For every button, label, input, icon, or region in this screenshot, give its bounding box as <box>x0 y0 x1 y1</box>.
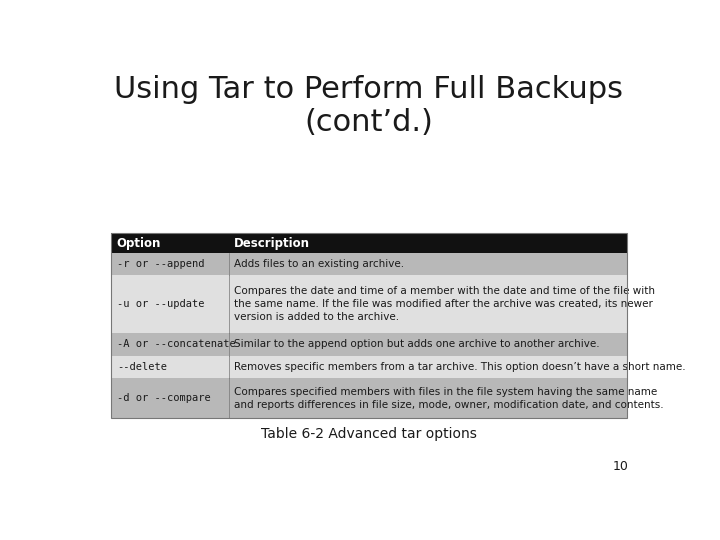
FancyBboxPatch shape <box>111 356 627 378</box>
Text: Adds files to an existing archive.: Adds files to an existing archive. <box>234 259 405 269</box>
Text: -A or --concatenate: -A or --concatenate <box>117 340 235 349</box>
Text: Table 6-2 Advanced tar options: Table 6-2 Advanced tar options <box>261 427 477 441</box>
Text: --delete: --delete <box>117 362 167 372</box>
Text: 10: 10 <box>613 460 629 473</box>
Text: Option: Option <box>117 237 161 249</box>
Text: Compares specified members with files in the file system having the same name
an: Compares specified members with files in… <box>234 387 664 410</box>
Text: Description: Description <box>234 237 310 249</box>
FancyBboxPatch shape <box>111 253 627 275</box>
Text: Using Tar to Perform Full Backups: Using Tar to Perform Full Backups <box>114 75 624 104</box>
FancyBboxPatch shape <box>111 275 627 333</box>
Text: -u or --update: -u or --update <box>117 299 204 309</box>
FancyBboxPatch shape <box>111 333 627 356</box>
Text: -r or --append: -r or --append <box>117 259 204 269</box>
Text: Removes specific members from a tar archive. This option doesn’t have a short na: Removes specific members from a tar arch… <box>234 362 686 372</box>
FancyBboxPatch shape <box>111 378 627 418</box>
FancyBboxPatch shape <box>111 233 627 253</box>
Text: Compares the date and time of a member with the date and time of the file with
t: Compares the date and time of a member w… <box>234 286 655 322</box>
Text: (cont’d.): (cont’d.) <box>305 109 433 138</box>
Text: -d or --compare: -d or --compare <box>117 393 210 403</box>
Text: Similar to the append option but adds one archive to another archive.: Similar to the append option but adds on… <box>234 340 600 349</box>
